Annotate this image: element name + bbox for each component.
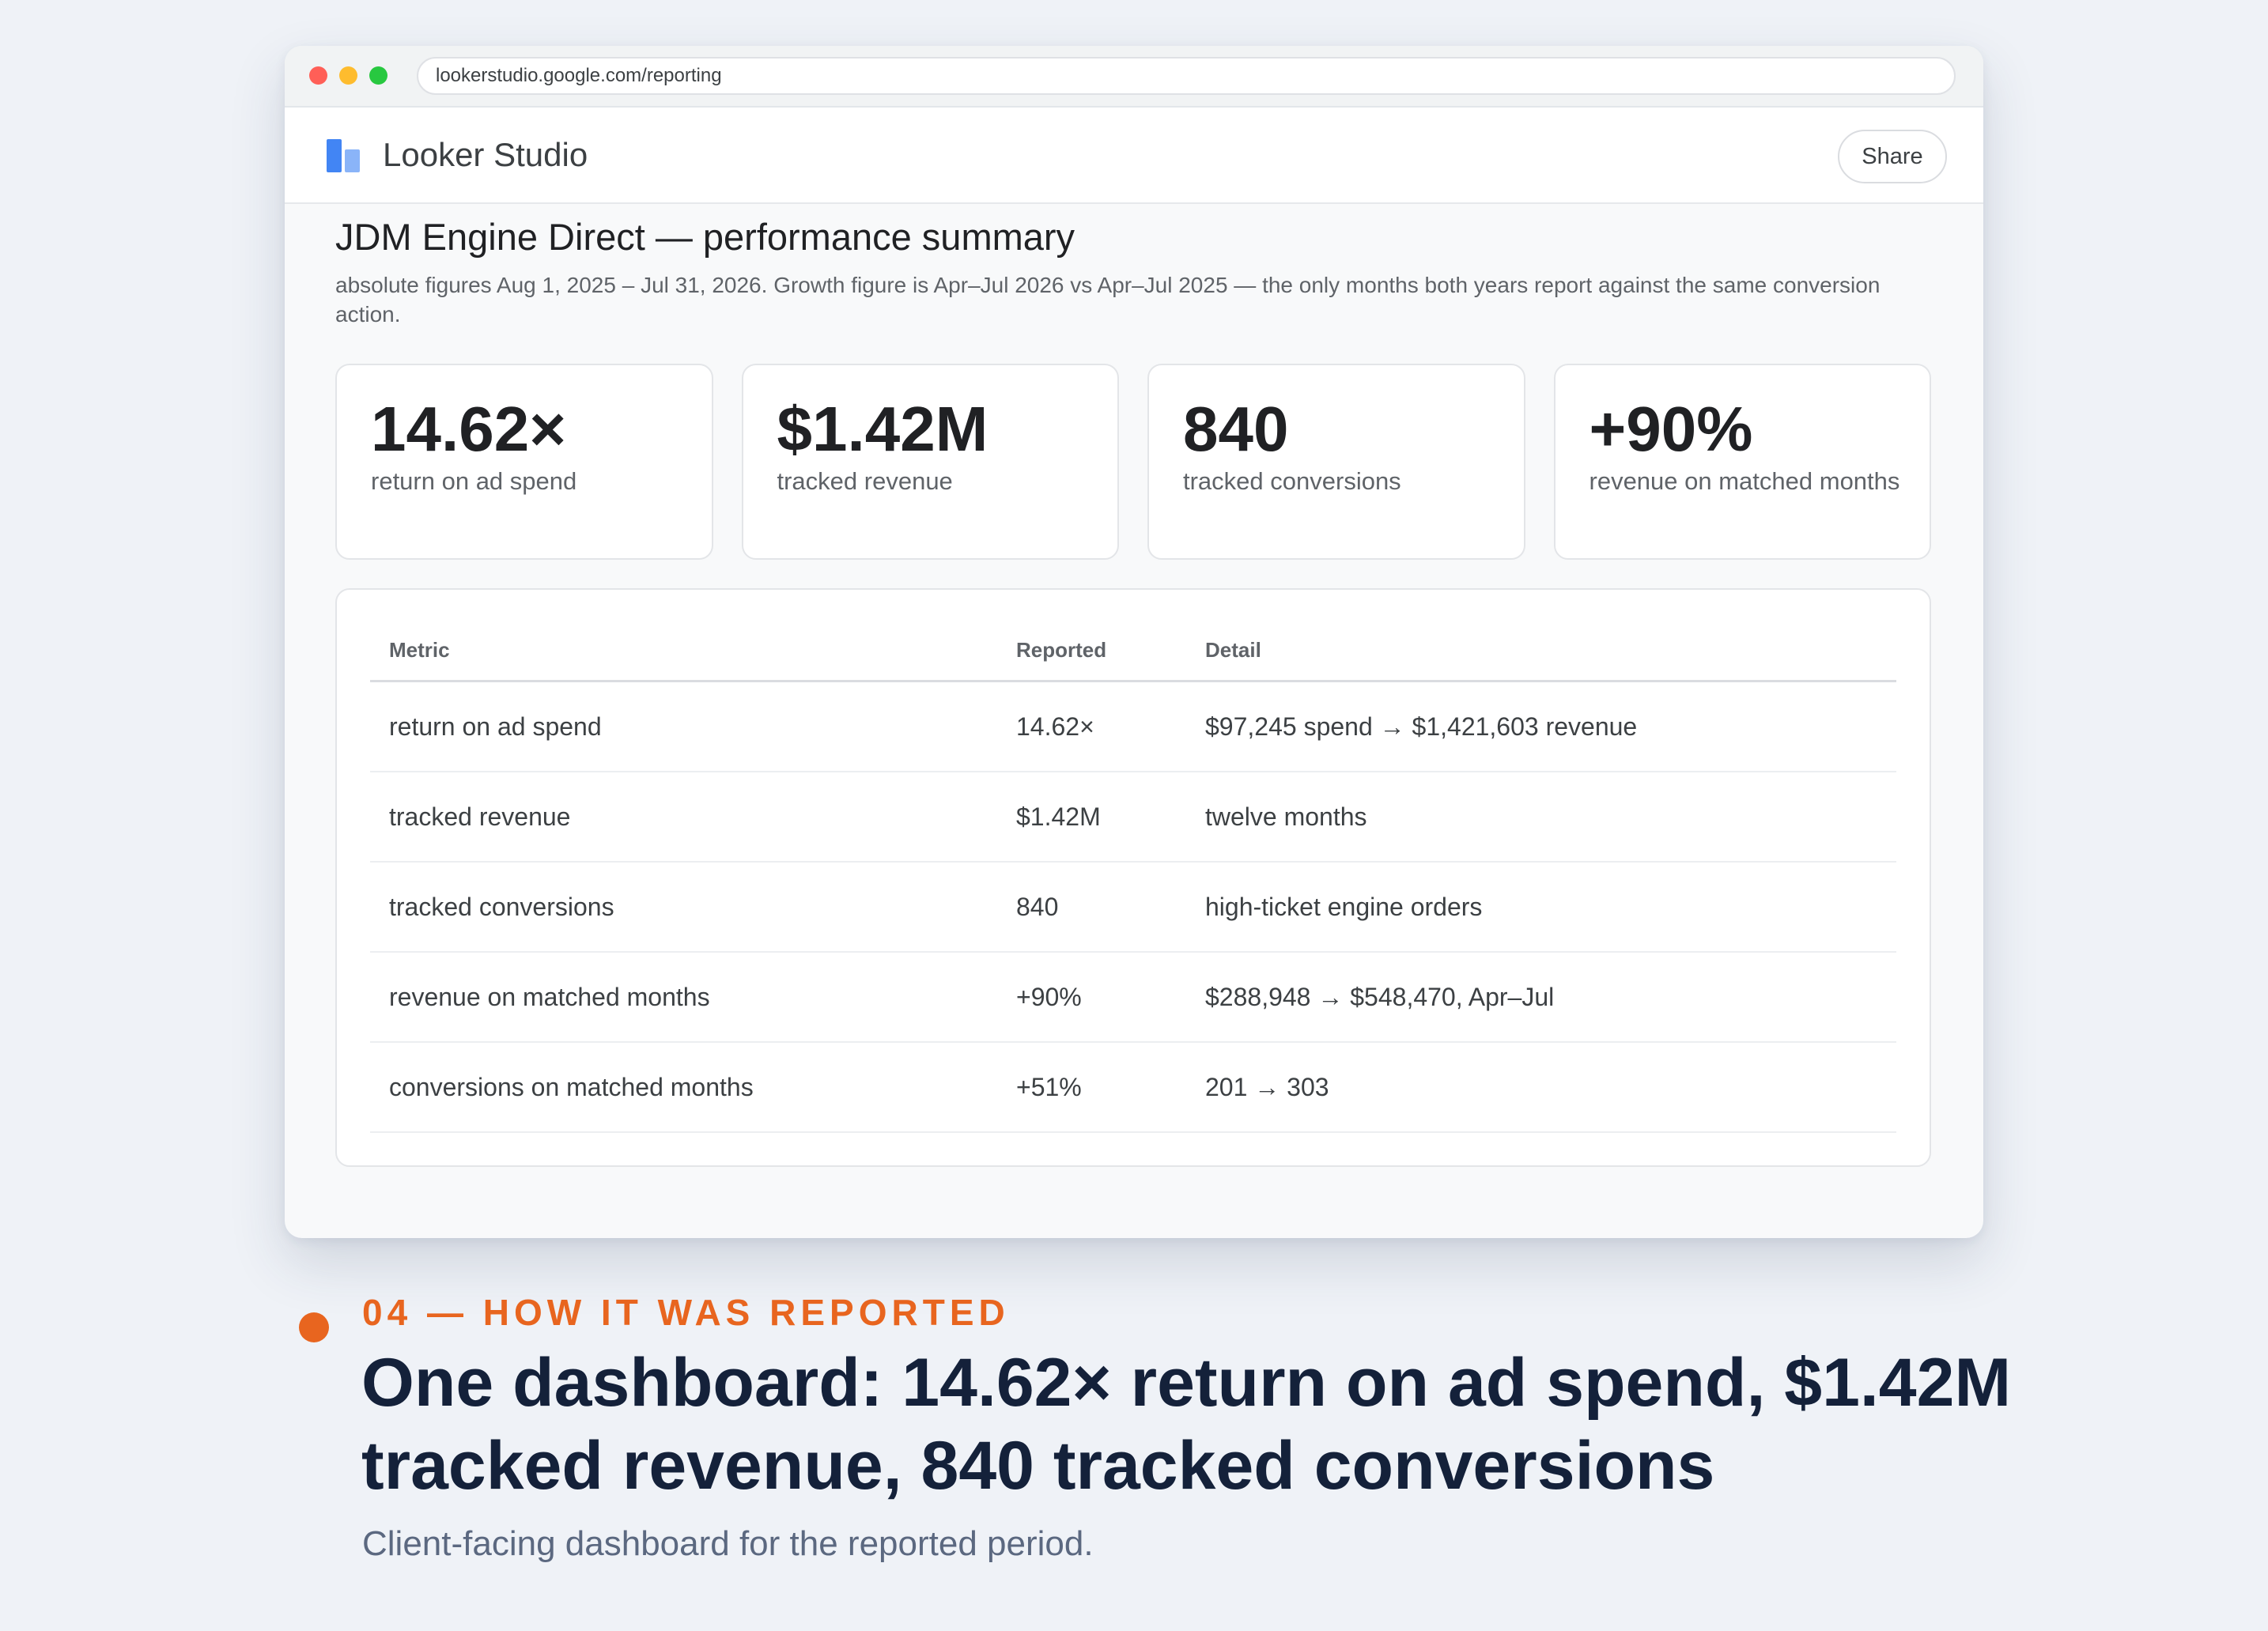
table-row: return on ad spend 14.62× $97,245 spend … xyxy=(370,681,1896,772)
column-header-metric[interactable]: Metric xyxy=(370,620,997,682)
app-name: Looker Studio xyxy=(383,136,588,173)
kpi-card-roas: 14.62× return on ad spend xyxy=(335,364,713,560)
kpi-label: tracked conversions xyxy=(1183,467,1401,495)
section-kicker: 04 — HOW IT WAS REPORTED xyxy=(362,1292,1010,1333)
app-header: Looker Studio Share xyxy=(285,108,1983,204)
cell-metric: tracked revenue xyxy=(370,772,997,863)
cell-reported: 840 xyxy=(997,862,1186,953)
kpi-card-matched-revenue: +90% revenue on matched months xyxy=(1553,364,1931,560)
minimize-window-button[interactable] xyxy=(339,66,357,85)
table-row: conversions on matched months +51% 201 →… xyxy=(370,1042,1896,1133)
cell-detail: $97,245 spend → $1,421,603 revenue xyxy=(1186,681,1896,772)
cell-detail: twelve months xyxy=(1186,772,1896,863)
table-row: revenue on matched months +90% $288,948 … xyxy=(370,952,1896,1043)
cell-metric: revenue on matched months xyxy=(370,952,997,1043)
kpi-value: 14.62× xyxy=(371,394,566,464)
cell-metric: return on ad spend xyxy=(370,681,997,772)
kpi-value: 840 xyxy=(1183,394,1289,464)
kpi-value: +90% xyxy=(1589,394,1753,464)
kpi-label: return on ad spend xyxy=(371,467,577,495)
section-bullet-icon xyxy=(299,1312,329,1342)
share-button[interactable]: Share xyxy=(1838,130,1947,183)
cell-metric: tracked conversions xyxy=(370,862,997,953)
cell-metric: conversions on matched months xyxy=(370,1042,997,1133)
metrics-table-card: Metric Reported Detail return on ad spen… xyxy=(335,588,1931,1167)
kpi-label: tracked revenue xyxy=(777,467,953,495)
address-bar[interactable]: lookerstudio.google.com/reporting xyxy=(417,57,1956,95)
kpi-card-revenue: $1.42M tracked revenue xyxy=(741,364,1119,560)
column-header-reported[interactable]: Reported xyxy=(997,620,1186,682)
section-subtext: Client-facing dashboard for the reported… xyxy=(362,1524,1094,1563)
cell-reported: +90% xyxy=(997,952,1186,1043)
cell-reported: 14.62× xyxy=(997,681,1186,772)
close-window-button[interactable] xyxy=(309,66,327,85)
table-header-row: Metric Reported Detail xyxy=(370,620,1896,682)
looker-studio-logo-icon xyxy=(327,139,361,172)
table-row: tracked conversions 840 high-ticket engi… xyxy=(370,862,1896,953)
browser-chrome: lookerstudio.google.com/reporting xyxy=(285,46,1983,108)
cell-detail: 201 → 303 xyxy=(1186,1042,1896,1133)
browser-window: lookerstudio.google.com/reporting Looker… xyxy=(285,46,1983,1238)
column-header-detail[interactable]: Detail xyxy=(1186,620,1896,682)
maximize-window-button[interactable] xyxy=(369,66,387,85)
kpi-value: $1.42M xyxy=(777,394,988,464)
section-headline: One dashboard: 14.62× return on ad spend… xyxy=(361,1345,2012,1504)
report-title: JDM Engine Direct — performance summary xyxy=(335,216,1075,258)
cell-reported: +51% xyxy=(997,1042,1186,1133)
cell-reported: $1.42M xyxy=(997,772,1186,863)
table-row: tracked revenue $1.42M twelve months xyxy=(370,772,1896,863)
report-content: JDM Engine Direct — performance summary … xyxy=(335,201,1931,1167)
kpi-row: 14.62× return on ad spend $1.42M tracked… xyxy=(335,364,1931,560)
kpi-card-conversions: 840 tracked conversions xyxy=(1147,364,1525,560)
report-subtitle: absolute figures Aug 1, 2025 – Jul 31, 2… xyxy=(335,273,1881,327)
kpi-label: revenue on matched months xyxy=(1589,467,1900,495)
cell-detail: $288,948 → $548,470, Apr–Jul xyxy=(1186,952,1896,1043)
cell-detail: high-ticket engine orders xyxy=(1186,862,1896,953)
metrics-table: Metric Reported Detail return on ad spen… xyxy=(370,620,1896,1133)
